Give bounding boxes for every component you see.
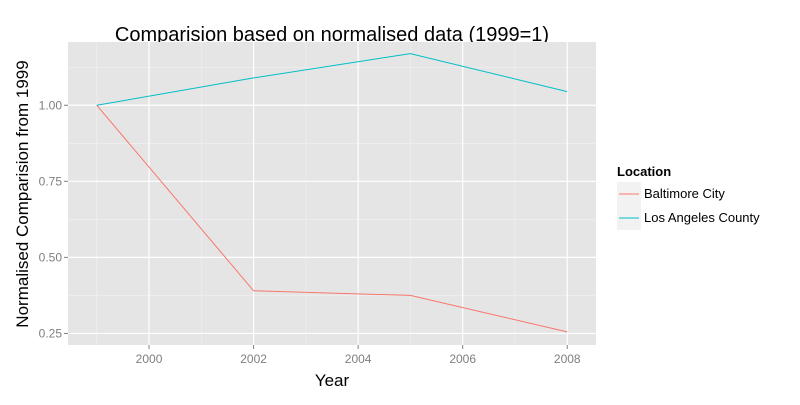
x-tick-label: 2004 (345, 352, 372, 366)
y-tick-label: 0.75 (39, 174, 63, 188)
legend-items: Baltimore City Los Angeles County (617, 182, 760, 230)
legend-item-baltimore-city: Baltimore City (617, 182, 725, 206)
legend-item-los-angeles-county: Los Angeles County (617, 206, 760, 230)
x-tick-label: 2000 (136, 352, 163, 366)
x-tick-label: 2002 (240, 352, 267, 366)
x-tick-label: 2006 (449, 352, 476, 366)
series-layer (96, 53, 568, 333)
legend: Location Baltimore City Los Angeles Count… (617, 164, 760, 230)
y-axis-title: Normalised Comparision from 1999 (13, 60, 32, 327)
legend-label: Baltimore City (644, 186, 725, 201)
chart-title: Comparision based on normalised data (19… (115, 24, 549, 46)
x-tick-label: 2008 (554, 352, 581, 366)
legend-title: Location (617, 164, 671, 179)
series-line-baltimore-city (96, 104, 568, 333)
x-axis: 2000 2002 2004 2006 2008 (136, 345, 581, 366)
grid-layer (68, 42, 596, 345)
plot-panel (68, 42, 596, 345)
y-tick-label: 0.25 (39, 326, 63, 340)
legend-label: Los Angeles County (644, 210, 760, 225)
y-tick-label: 0.50 (39, 250, 63, 264)
x-axis-title: Year (315, 371, 350, 390)
y-axis: 0.25 0.50 0.75 1.00 (39, 98, 68, 340)
y-tick-label: 1.00 (39, 98, 63, 112)
series-line-los-angeles-county (96, 53, 568, 106)
